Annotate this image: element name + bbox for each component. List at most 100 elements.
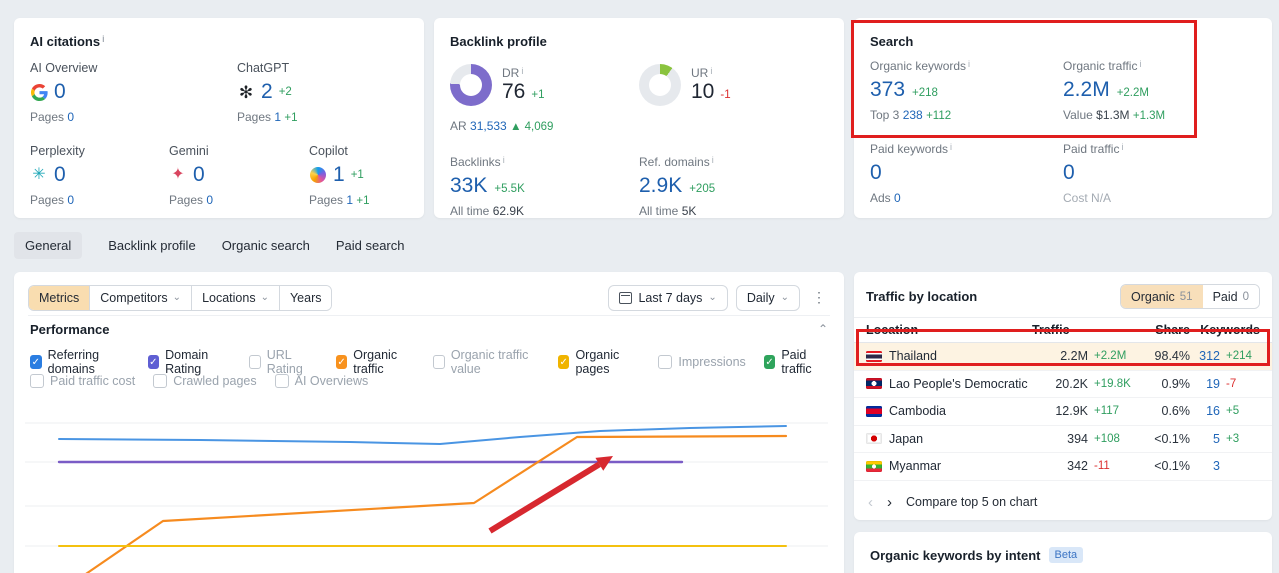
tab-general[interactable]: General bbox=[14, 232, 83, 259]
organic-keywords-value[interactable]: 373 bbox=[870, 78, 906, 101]
checked-checkbox-icon[interactable]: ✓ bbox=[30, 355, 42, 369]
organic-keywords-metric: Organic keywords 373+218 Top 3 238 +112 bbox=[870, 59, 1063, 122]
japan-flag-icon bbox=[866, 433, 882, 445]
ai-citations-row-1: AI Overview 0 Pages 0 ChatGPT ✻ 2 +2 Pag… bbox=[30, 61, 408, 124]
toggle-organic[interactable]: Organic 51 bbox=[1120, 285, 1203, 308]
perplexity-count[interactable]: 0 bbox=[54, 163, 66, 186]
backlinks-value[interactable]: 33K bbox=[450, 174, 488, 197]
copilot-count[interactable]: 1 bbox=[333, 163, 345, 186]
checkbox-referring-domains[interactable]: ✓ Referring domains bbox=[30, 348, 130, 376]
checked-checkbox-icon[interactable]: ✓ bbox=[147, 355, 160, 369]
unchecked-checkbox-icon[interactable] bbox=[274, 374, 289, 388]
keywords-link[interactable]: 19 bbox=[1206, 376, 1220, 391]
checkbox-label: Paid traffic cost bbox=[50, 374, 136, 388]
pages-count-link[interactable]: 0 bbox=[67, 110, 75, 124]
prev-page-icon[interactable]: ‹ bbox=[868, 493, 873, 511]
unchecked-checkbox-icon[interactable] bbox=[153, 374, 168, 388]
checked-checkbox-icon[interactable]: ✓ bbox=[763, 355, 776, 369]
ai-item-ai-overview: AI Overview 0 Pages 0 bbox=[30, 61, 98, 124]
paid-traffic-metric: Paid traffic 0 Cost N/A bbox=[1063, 142, 1256, 205]
years-button[interactable]: Years bbox=[279, 285, 332, 310]
table-row-japan[interactable]: Japan 394 +108 <0.1% 5 +3 bbox=[854, 426, 1272, 453]
performance-checkbox-row-2: Paid traffic cost Crawled pages AI Overvie… bbox=[30, 374, 828, 388]
backlink-profile-title: Backlink profile bbox=[450, 34, 547, 49]
info-icon bbox=[1139, 59, 1141, 69]
unchecked-checkbox-icon[interactable] bbox=[249, 355, 261, 369]
table-row-myanmar[interactable]: Myanmar 342 -11 <0.1% 3 bbox=[854, 453, 1272, 481]
organic-traffic-value[interactable]: 2.2M bbox=[1063, 78, 1110, 101]
ref-domains-value[interactable]: 2.9K bbox=[639, 174, 683, 197]
compare-top5-link[interactable]: Compare top 5 on chart bbox=[906, 495, 1038, 509]
checkbox-paid-traffic-cost[interactable]: Paid traffic cost bbox=[30, 374, 135, 388]
organic-traffic-label: Organic traffic bbox=[1063, 59, 1256, 73]
tab-paid-search[interactable]: Paid search bbox=[335, 238, 405, 253]
perplexity-icon: ✳ bbox=[32, 166, 46, 183]
checkbox-organic-pages[interactable]: ✓ Organic pages bbox=[557, 348, 641, 376]
table-row-cambodia[interactable]: Cambodia 12.9K +117 0.6% 16 +5 bbox=[854, 398, 1272, 426]
checkbox-crawled-pages[interactable]: Crawled pages bbox=[153, 374, 257, 388]
paid-traffic-value[interactable]: 0 bbox=[1063, 161, 1075, 184]
granularity-button[interactable]: Daily bbox=[735, 284, 800, 311]
ahrefs-rank-link[interactable]: 31,533 bbox=[470, 119, 507, 133]
chatgpt-count[interactable]: 2 bbox=[261, 80, 273, 103]
pages-count-link[interactable]: 0 bbox=[67, 193, 75, 207]
paid-traffic-label: Paid traffic bbox=[1063, 142, 1256, 156]
checkbox-label: AI Overviews bbox=[294, 374, 369, 388]
checkbox-organic-traffic-value[interactable]: Organic traffic value bbox=[433, 348, 540, 376]
checkbox-domain-rating[interactable]: ✓ Domain Rating bbox=[147, 348, 232, 376]
table-row-laos[interactable]: Lao People's Democratic Reput 20.2K +19.… bbox=[854, 371, 1272, 398]
keywords-link[interactable]: 16 bbox=[1206, 404, 1220, 419]
next-page-icon[interactable]: › bbox=[887, 493, 892, 511]
unchecked-checkbox-icon[interactable] bbox=[658, 355, 673, 369]
keywords-link[interactable]: 312 bbox=[1199, 349, 1220, 364]
backlinks-label: Backlinks bbox=[450, 155, 639, 169]
search-title: Search bbox=[870, 34, 914, 49]
checkbox-impressions[interactable]: Impressions bbox=[658, 355, 746, 369]
checkbox-label: Crawled pages bbox=[173, 374, 257, 388]
organic-keywords-label: Organic keywords bbox=[870, 59, 1063, 73]
unchecked-checkbox-icon[interactable] bbox=[433, 355, 445, 369]
ads-link[interactable]: 0 bbox=[894, 191, 901, 205]
gemini-icon: ✦ bbox=[171, 166, 185, 183]
chevron-down-icon bbox=[261, 293, 269, 303]
gemini-count[interactable]: 0 bbox=[193, 163, 205, 186]
metrics-button[interactable]: Metrics bbox=[29, 285, 91, 310]
ahrefs-rank-line: AR 31,533 ▲ 4,069 bbox=[450, 119, 554, 133]
info-icon bbox=[968, 59, 970, 69]
performance-chart-area[interactable] bbox=[14, 392, 844, 573]
backlink-profile-card: Backlink profile DR 76+1 AR 31,533 ▲ 4,0… bbox=[434, 18, 844, 218]
top3-link[interactable]: 238 bbox=[902, 108, 923, 122]
checkbox-paid-traffic[interactable]: ✓ Paid traffic bbox=[763, 348, 828, 376]
checkbox-ai-overviews[interactable]: AI Overviews bbox=[274, 374, 369, 388]
cambodia-flag-icon bbox=[866, 405, 882, 417]
date-range-button[interactable]: Last 7 days bbox=[608, 284, 728, 311]
keywords-link[interactable]: 3 bbox=[1213, 459, 1220, 474]
ai-citations-title: AI citations bbox=[30, 34, 408, 49]
paid-keywords-value[interactable]: 0 bbox=[870, 161, 882, 184]
pages-count-link[interactable]: 1 bbox=[346, 193, 354, 207]
tab-organic-search[interactable]: Organic search bbox=[221, 238, 310, 253]
checkbox-label: Organic pages bbox=[575, 348, 620, 376]
checkbox-url-rating[interactable]: URL Rating bbox=[249, 348, 318, 376]
keywords-link[interactable]: 5 bbox=[1213, 431, 1220, 446]
tab-backlink-profile[interactable]: Backlink profile bbox=[108, 238, 196, 253]
organic-traffic-metric: Organic traffic 2.2M+2.2M Value $1.3M +1… bbox=[1063, 59, 1256, 122]
pages-count-link[interactable]: 1 bbox=[274, 110, 282, 124]
locations-button[interactable]: Locations bbox=[192, 285, 280, 310]
ai-citations-card: AI citations AI Overview 0 Pages 0 ChatG… bbox=[14, 18, 424, 218]
competitors-button[interactable]: Competitors bbox=[90, 285, 193, 310]
checked-checkbox-icon[interactable]: ✓ bbox=[335, 355, 348, 369]
toggle-paid[interactable]: Paid 0 bbox=[1202, 285, 1259, 308]
checked-checkbox-icon[interactable]: ✓ bbox=[557, 355, 570, 369]
info-icon bbox=[710, 66, 712, 76]
collapse-chevron-icon[interactable] bbox=[818, 322, 828, 336]
dr-value: 76 bbox=[502, 80, 526, 103]
pages-count-link[interactable]: 0 bbox=[206, 193, 214, 207]
checkbox-organic-traffic[interactable]: ✓ Organic traffic bbox=[335, 348, 415, 376]
unchecked-checkbox-icon[interactable] bbox=[30, 374, 44, 388]
kebab-menu-icon[interactable] bbox=[808, 289, 830, 306]
ai-overview-count[interactable]: 0 bbox=[54, 80, 66, 103]
info-icon bbox=[521, 66, 523, 76]
table-row-thailand[interactable]: Thailand 2.2M +2.2M 98.4% 312 +214 bbox=[854, 343, 1272, 371]
google-icon bbox=[30, 83, 48, 101]
